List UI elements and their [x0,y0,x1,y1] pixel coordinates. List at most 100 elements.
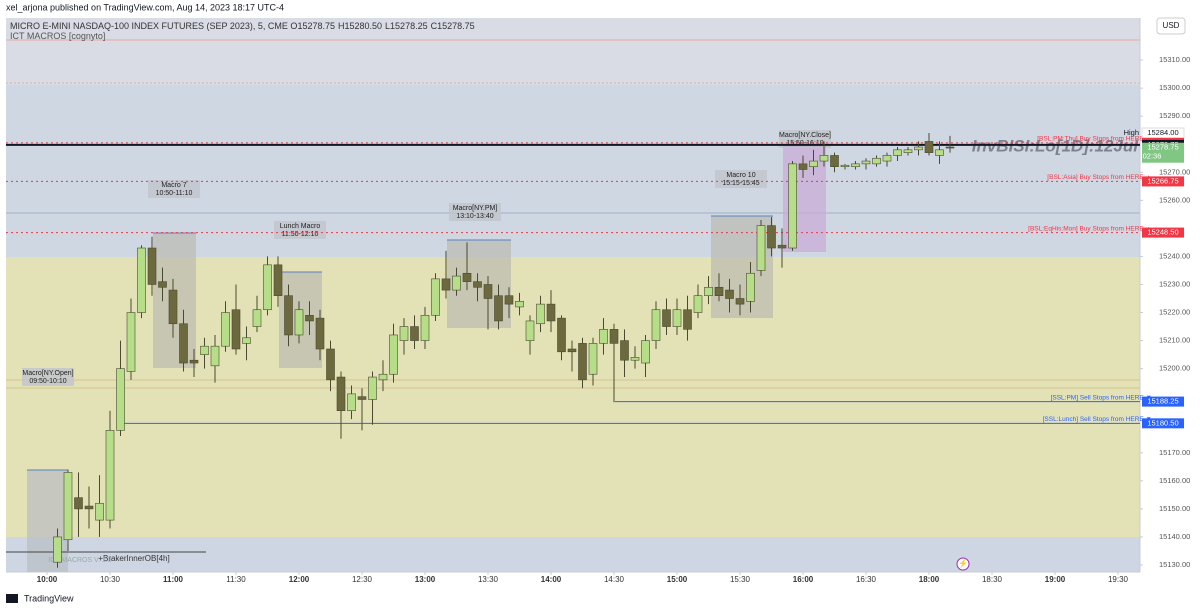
candle-body [809,160,818,167]
candle-body [767,225,776,249]
y-tick-label: 15240.00 [1159,251,1190,260]
candle-body [368,376,377,400]
macro-title: Macro[NY.Close] [779,132,831,139]
indicator: ICT MACROS [cognyto] [10,31,106,41]
macro-time: 13:10-13:40 [456,213,493,220]
currency: USD [1163,21,1180,30]
candle-body [137,247,146,313]
ohlc-key: H [337,21,345,31]
candle-body [651,309,661,341]
chart-title: MICRO E-MINI NASDAQ-100 INDEX FUTURES (S… [10,21,288,31]
y-tick-label: 15270.00 [1159,167,1190,176]
zone-blue [6,85,1140,257]
candle-body [683,309,692,330]
candle-body [326,348,335,381]
y-tick-label: 15150.00 [1159,504,1190,513]
candle-body [903,149,913,153]
x-tick-label: 19:00 [1045,575,1066,584]
candle-body [504,295,514,305]
currency-button[interactable] [1156,17,1186,35]
price-label: 15266.75 [1147,176,1178,185]
y-tick-label: 15140.00 [1159,532,1190,541]
x-tick-label: 16:00 [793,575,814,584]
candle-body [462,272,472,282]
level-label: [SSL:Lunch] Sell Stops from HERE ▼ [1043,416,1152,423]
candle-body [578,343,587,381]
candle-body [798,163,808,170]
candle-body [935,149,944,156]
macro-time: 09:50-10:10 [29,378,66,385]
x-tick-label: 18:30 [982,575,1003,584]
x-tick-label: 10:00 [37,575,58,584]
candle-body [74,497,83,510]
ohlc-key: L [385,21,391,31]
candle-body [294,309,304,336]
x-tick-label: 13:00 [415,575,436,584]
x-tick-label: 16:30 [856,575,877,584]
candle-body [630,357,640,361]
candle-body [662,309,671,327]
candle-body [252,309,262,327]
candle-body [945,146,955,149]
candle-body [840,164,850,167]
footer: TradingView [24,593,74,603]
candle-body [620,340,629,361]
x-tick-label: 14:30 [604,575,625,584]
price-label: 15248.50 [1147,228,1178,237]
candle-body [273,264,283,297]
ohlc-value: 15278.75 [297,21,335,31]
candle-body [210,345,220,367]
ohlc-key: O [290,21,298,31]
candle-body [494,295,503,322]
candle-body [882,155,892,162]
candle-body [830,155,839,167]
y-tick-label: 15300.00 [1159,83,1190,92]
level-label: [BSL:PM:Thu] Buy Stops from HERE ▲ [1037,136,1152,143]
candle-body [483,284,493,299]
candle-body [924,141,934,153]
x-tick-label: 11:00 [163,575,184,584]
candle-body [263,264,272,311]
macro-title: Macro[NY.PM] [453,205,498,212]
candle-body [819,155,829,162]
level-label: [BSL:EqHis:Mon] Buy Stops from HERE ▲ [1028,225,1152,232]
candle-body [914,146,923,151]
candle-body [305,315,314,322]
candle-body [284,295,293,336]
y-tick-label: 15130.00 [1159,560,1190,569]
x-tick-label: 12:30 [352,575,373,584]
price-label-bg [1142,227,1184,238]
candle-body [84,505,94,510]
price-label: 15284.00 [1147,128,1178,137]
macro-title: Macro 10 [726,172,755,179]
candle-body [525,320,535,341]
candle-body [378,373,388,381]
y-tick-label: 15260.00 [1159,195,1190,204]
candle-body [735,298,745,305]
event-icon[interactable] [956,557,970,571]
price-label-bg [1142,418,1184,429]
candle-body [431,278,440,316]
candle-body [116,368,125,431]
candle-body [725,289,734,299]
ohlc-key: C [430,21,438,31]
candle-body [641,340,650,364]
publisher: xel_arjona published on TradingView.com,… [6,2,284,12]
candle-body [441,278,451,291]
price-label: 15278.75 [1147,143,1178,152]
y-tick-label: 15160.00 [1159,476,1190,485]
macro-label-bg [715,170,767,188]
ob-label: +BrakerInnerOB[4h] [98,554,169,563]
candle-body [515,301,524,308]
ohlc-value: 15278.75 [437,21,475,31]
candle-body [410,326,419,341]
candle-body [242,337,251,344]
macro-title: Macro[NY.Open] [22,370,73,377]
candle-body [53,536,62,563]
candle-body [95,502,104,521]
candle-body [420,315,430,341]
macro-label-bg [274,221,326,239]
macro-time: 15:50-16:10 [786,140,823,147]
candle-body [126,312,136,372]
